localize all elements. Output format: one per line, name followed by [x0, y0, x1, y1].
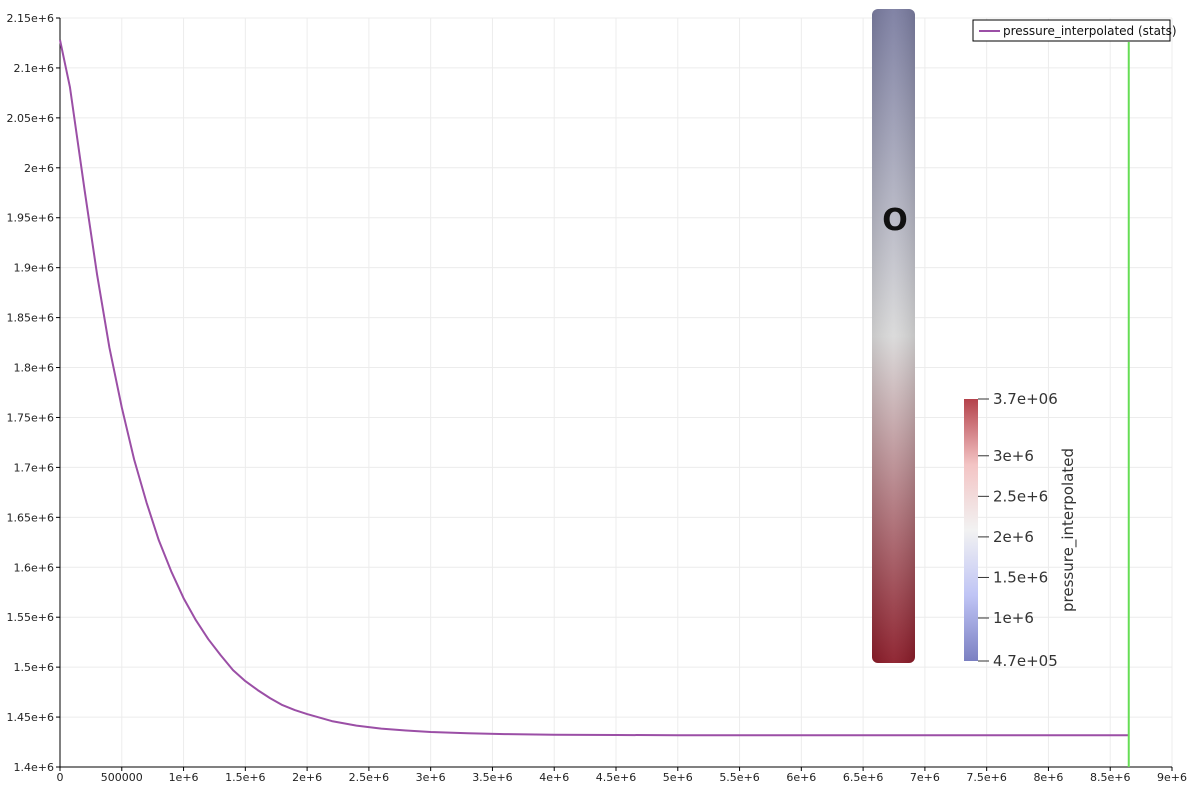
legend[interactable]: pressure_interpolated (stats) [972, 19, 1177, 42]
legend-label: pressure_interpolated (stats) [1003, 24, 1177, 38]
y-tick-label: 1.6e+6 [14, 561, 54, 574]
x-axis-ticks: 0 500000 1e+6 1.5e+6 2e+6 2.5e+6 3e+6 3.5e+6 4e+… [57, 767, 1187, 784]
legend-box [972, 19, 1171, 42]
colorbar-tick-label: 3e+6 [993, 447, 1034, 465]
x-tick-label: 7e+6 [910, 771, 940, 784]
x-tick-label: 0 [57, 771, 64, 784]
y-tick-label: 1.45e+6 [7, 711, 54, 724]
colorbar-title: pressure_interpolated [1059, 448, 1078, 612]
x-tick-label: 4.5e+6 [596, 771, 636, 784]
x-tick-label: 8e+6 [1033, 771, 1063, 784]
y-tick-label: 1.55e+6 [7, 611, 54, 624]
x-tick-label: 6.5e+6 [843, 771, 883, 784]
x-tick-label: 6e+6 [786, 771, 816, 784]
colorbar-tick-label: 1e+6 [993, 609, 1034, 627]
colorbar: 3.7e+06 3e+6 2.5e+6 2e+6 1.5e+6 1e+6 4.7e+05 p… [964, 390, 1078, 670]
x-tick-label: 3.5e+6 [472, 771, 512, 784]
colorbar-tick-label: 2e+6 [993, 528, 1034, 546]
y-tick-label: 1.7e+6 [14, 461, 54, 474]
colorbar-ticks: 3.7e+06 3e+6 2.5e+6 2e+6 1.5e+6 1e+6 4.7e+05 [978, 390, 1058, 670]
x-tick-label: 1.5e+6 [225, 771, 265, 784]
y-tick-label: 1.85e+6 [7, 312, 54, 325]
colorbar-tick-label: 4.7e+05 [993, 652, 1058, 670]
x-tick-label: 7.5e+6 [966, 771, 1006, 784]
y-tick-label: 1.65e+6 [7, 511, 54, 524]
x-tick-label: 1e+6 [169, 771, 199, 784]
y-tick-label: 2.05e+6 [7, 112, 54, 125]
y-tick-label: 1.9e+6 [14, 262, 54, 275]
colorbar-tick-label: 3.7e+06 [993, 390, 1058, 408]
x-tick-label: 2e+6 [292, 771, 322, 784]
y-tick-label: 1.8e+6 [14, 362, 54, 375]
y-tick-label: 1.95e+6 [7, 212, 54, 225]
x-tick-label: 5.5e+6 [719, 771, 759, 784]
grid-lines [59, 17, 1173, 768]
x-tick-label: 4e+6 [539, 771, 569, 784]
y-tick-label: 2.1e+6 [14, 62, 54, 75]
series-group [59, 39, 1129, 737]
x-tick-label: 8.5e+6 [1090, 771, 1130, 784]
axes: 0 500000 1e+6 1.5e+6 2e+6 2.5e+6 3e+6 3.5e+6 4e+… [7, 12, 1187, 784]
y-tick-label: 2e+6 [24, 162, 54, 175]
x-tick-label: 9e+6 [1157, 771, 1187, 784]
colorbar-tick-label: 1.5e+6 [993, 568, 1048, 586]
y-tick-label: 1.75e+6 [7, 411, 54, 424]
y-axis-ticks: 1.4e+6 1.45e+6 1.5e+6 1.55e+6 1.6e+6 1.65e+6 1… [7, 12, 60, 774]
overlay-label: O [882, 203, 908, 238]
y-tick-label: 1.4e+6 [14, 761, 54, 774]
colorbar-tick-label: 2.5e+6 [993, 487, 1048, 505]
series-line [59, 39, 1129, 737]
x-tick-label: 5e+6 [663, 771, 693, 784]
colorbar-gradient [964, 399, 978, 661]
render-overlay: O [872, 9, 915, 663]
x-tick-label: 2.5e+6 [349, 771, 389, 784]
x-tick-label: 3e+6 [416, 771, 446, 784]
overlay-shading [872, 9, 915, 663]
x-tick-label: 500000 [101, 771, 143, 784]
y-tick-label: 2.15e+6 [7, 12, 54, 25]
y-tick-label: 1.5e+6 [14, 661, 54, 674]
